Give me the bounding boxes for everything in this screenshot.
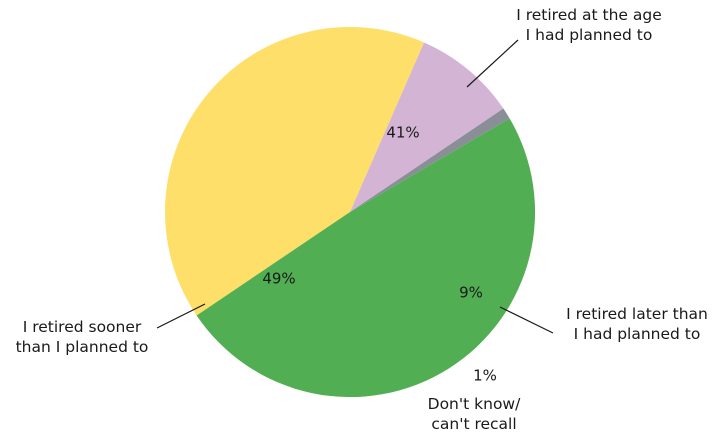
pie-slice — [350, 42, 504, 212]
leader-lines — [156, 39, 554, 334]
pie-slice — [165, 27, 425, 316]
slice-value-label: 49% — [262, 270, 295, 288]
slice-category-label: I retired at the age I had planned to — [516, 6, 662, 44]
leader-line — [499, 306, 554, 334]
leader-line — [156, 303, 206, 329]
pie-slice — [196, 118, 536, 398]
slice-category-label: Don't know/can't recall — [428, 395, 521, 433]
category-label-line: I had planned to — [526, 26, 653, 44]
category-label-line: I retired sooner — [23, 318, 142, 336]
slice-value-label: 1% — [473, 367, 497, 385]
category-label-line: I retired later than — [566, 305, 708, 323]
slice-value-label: 9% — [459, 284, 483, 302]
category-label-line: than I planned to — [16, 338, 149, 356]
pie-labels: 41% I retired at the age I had planned to 9… — [16, 6, 708, 433]
pie-slice — [350, 108, 510, 212]
slice-category-label: I retired later than I had planned to — [566, 305, 708, 343]
category-label-line: Don't know/ — [428, 395, 521, 413]
category-label-line: can't recall — [431, 415, 516, 433]
category-label-line: I had planned to — [574, 325, 701, 343]
slice-value-label: 41% — [386, 124, 419, 142]
leader-line — [466, 39, 519, 88]
slice-category-label: I retired sooner than I planned to — [16, 318, 149, 356]
category-label-line: I retired at the age — [516, 6, 662, 24]
pie-slices — [165, 27, 536, 398]
